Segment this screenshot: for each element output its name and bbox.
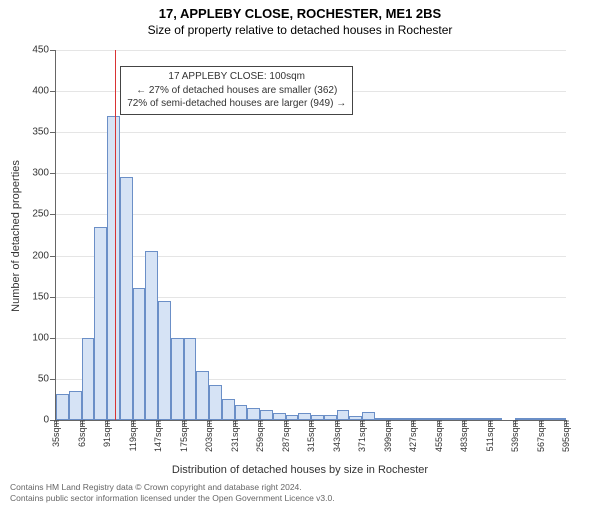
x-tick-label: 371sqm: [357, 420, 367, 452]
bar: [171, 338, 184, 420]
grid-line: [56, 173, 566, 174]
bar: [133, 288, 146, 420]
info-line-2: ← 27% of detached houses are smaller (36…: [127, 84, 346, 98]
x-tick-label: 91sqm: [102, 420, 112, 447]
y-tick-label: 250: [9, 209, 49, 220]
y-tick: [50, 173, 56, 174]
info-line-1: 17 APPLEBY CLOSE: 100sqm: [127, 70, 346, 84]
x-tick-label: 315sqm: [306, 420, 316, 452]
x-tick-label: 203sqm: [204, 420, 214, 452]
bar: [82, 338, 95, 420]
y-tick: [50, 91, 56, 92]
y-tick-label: 50: [9, 373, 49, 384]
x-tick-label: 427sqm: [408, 420, 418, 452]
bar: [362, 412, 375, 420]
y-tick-label: 300: [9, 168, 49, 179]
bar: [235, 405, 248, 420]
y-tick-label: 450: [9, 45, 49, 56]
x-tick-label: 63sqm: [77, 420, 87, 447]
bar: [337, 410, 350, 420]
reference-line: [115, 50, 116, 420]
footer-attribution: Contains HM Land Registry data © Crown c…: [10, 482, 335, 504]
x-tick-label: 175sqm: [179, 420, 189, 452]
footer-line-1: Contains HM Land Registry data © Crown c…: [10, 482, 335, 493]
chart-title-sub: Size of property relative to detached ho…: [0, 23, 600, 37]
y-tick: [50, 379, 56, 380]
x-tick-label: 483sqm: [459, 420, 469, 452]
bar: [158, 301, 171, 420]
y-tick: [50, 338, 56, 339]
y-tick: [50, 50, 56, 51]
bar: [94, 227, 107, 420]
y-tick: [50, 214, 56, 215]
chart-area: 05010015020025030035040045035sqm63sqm91s…: [55, 50, 565, 420]
x-tick-label: 119sqm: [128, 420, 138, 451]
x-tick-label: 231sqm: [230, 420, 240, 452]
x-tick-label: 343sqm: [332, 420, 342, 452]
chart-title-main: 17, APPLEBY CLOSE, ROCHESTER, ME1 2BS: [0, 6, 600, 21]
x-tick-label: 399sqm: [383, 420, 393, 452]
info-box: 17 APPLEBY CLOSE: 100sqm ← 27% of detach…: [120, 66, 353, 115]
bar: [184, 338, 197, 420]
y-tick-label: 0: [9, 415, 49, 426]
footer-line-2: Contains public sector information licen…: [10, 493, 335, 504]
x-tick-label: 287sqm: [281, 420, 291, 452]
grid-line: [56, 214, 566, 215]
y-tick-label: 350: [9, 127, 49, 138]
bar: [260, 410, 273, 420]
grid-line: [56, 256, 566, 257]
x-tick-label: 539sqm: [510, 420, 520, 452]
x-tick-label: 511sqm: [485, 420, 495, 451]
y-tick-label: 400: [9, 86, 49, 97]
x-tick-label: 595sqm: [561, 420, 571, 452]
bar: [120, 177, 133, 420]
bar: [69, 391, 82, 420]
x-axis-title: Distribution of detached houses by size …: [0, 464, 600, 476]
grid-line: [56, 132, 566, 133]
y-tick: [50, 132, 56, 133]
y-tick-label: 100: [9, 332, 49, 343]
y-tick: [50, 256, 56, 257]
x-tick-label: 455sqm: [434, 420, 444, 452]
bar: [222, 399, 235, 420]
bar: [56, 394, 69, 420]
x-tick-label: 147sqm: [153, 420, 163, 452]
x-tick-label: 35sqm: [51, 420, 61, 447]
x-tick-label: 567sqm: [536, 420, 546, 452]
bar: [196, 371, 209, 420]
y-tick-label: 150: [9, 291, 49, 302]
grid-line: [56, 50, 566, 51]
info-line-3: 72% of semi-detached houses are larger (…: [127, 97, 346, 111]
bar: [145, 251, 158, 420]
y-axis-title: Number of detached properties: [10, 160, 22, 312]
y-tick-label: 200: [9, 250, 49, 261]
bar: [247, 408, 260, 420]
bar: [107, 116, 120, 420]
bar: [209, 385, 222, 420]
x-tick-label: 259sqm: [255, 420, 265, 452]
y-tick: [50, 297, 56, 298]
